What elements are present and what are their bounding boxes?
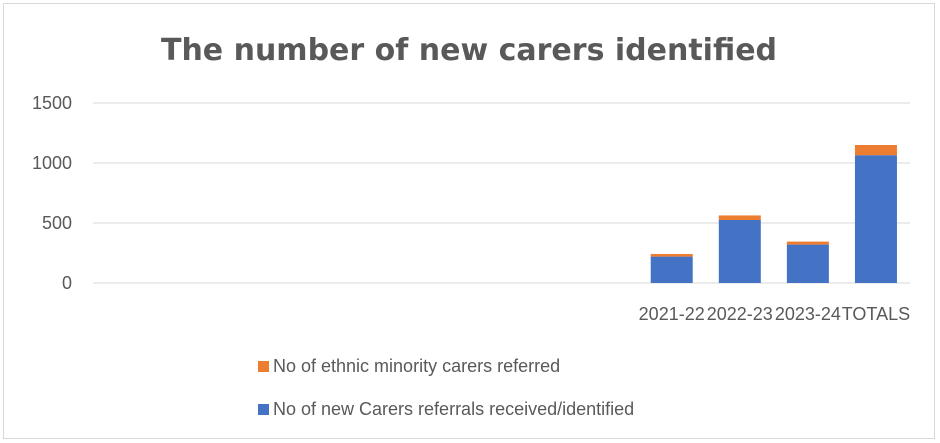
x-tick-label-TOTALS: TOTALS [842, 304, 910, 324]
legend-label-1: No of new Carers referrals received/iden… [273, 399, 634, 419]
legend-label-0: No of ethnic minority carers referred [273, 356, 560, 376]
bar-series1-2021-22 [650, 253, 693, 257]
x-tick-label-2022-23: 2022-23 [707, 304, 773, 324]
bar-series0-2021-22 [650, 256, 693, 283]
x-tick-label-2021-22: 2021-22 [639, 304, 705, 324]
chart-frame [3, 3, 935, 439]
bar-series0-2023-24 [786, 244, 829, 283]
bar-series1-2022-23 [718, 215, 761, 220]
legend-swatch-1 [258, 404, 269, 415]
x-tick-label-2023-24: 2023-24 [775, 304, 841, 324]
y-tick-label-0: 0 [62, 273, 72, 293]
bar-series0-TOTALS [854, 155, 897, 283]
bar-series1-2023-24 [786, 241, 829, 245]
legend-swatch-0 [258, 361, 269, 372]
y-tick-label-3: 1500 [32, 93, 72, 113]
chart-title: The number of new carers identified [161, 33, 777, 68]
y-tick-label-2: 1000 [32, 153, 72, 173]
bar-series0-2022-23 [718, 220, 761, 283]
bar-series1-TOTALS [854, 145, 897, 156]
y-tick-label-1: 500 [42, 213, 72, 233]
